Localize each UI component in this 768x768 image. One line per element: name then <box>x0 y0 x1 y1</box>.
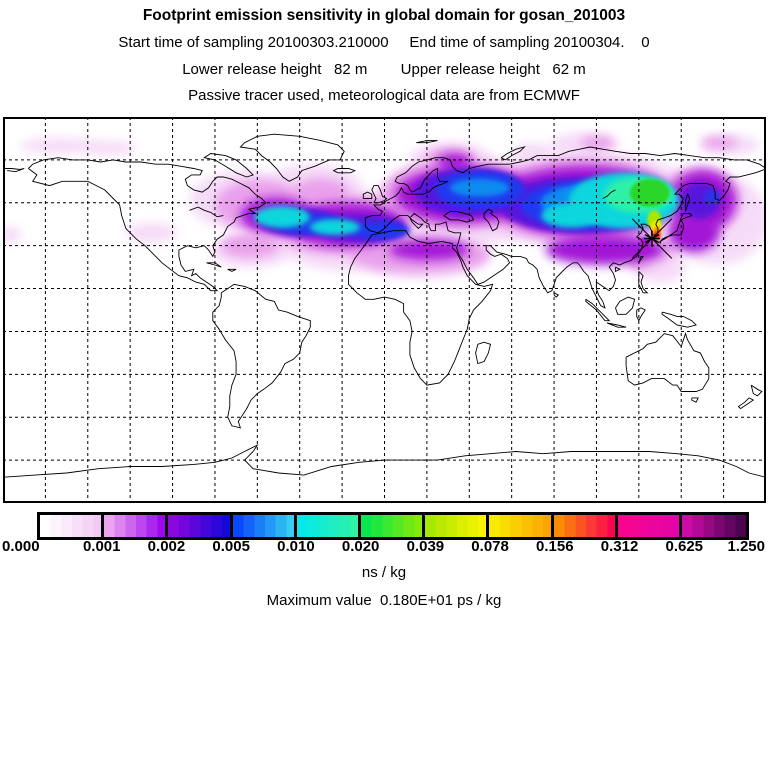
coastline-australia <box>625 332 710 392</box>
plume-blob <box>668 213 720 253</box>
coastline-greenland <box>239 133 345 182</box>
coastline-united-kingdom <box>371 185 388 204</box>
plume-blob <box>704 190 721 203</box>
coastline-chukotka-west <box>4 168 25 173</box>
colorbar-units-label: ns / kg <box>361 564 407 581</box>
colorbar-tick-label: 0.000 <box>2 538 40 555</box>
colorbar-segment <box>293 515 361 537</box>
plume-blob <box>4 227 23 243</box>
colorbar-segment <box>678 515 747 537</box>
coastline-iceland <box>332 168 356 174</box>
coastline-svalbard <box>416 140 438 144</box>
colorbar <box>37 512 749 540</box>
coastline-java <box>606 322 627 328</box>
plume-blob <box>580 135 617 150</box>
coastline-sulawesi <box>636 307 646 322</box>
colorbar-segment <box>357 515 426 537</box>
plume-blob <box>388 239 470 261</box>
coastline-cuba <box>206 262 222 268</box>
coastline-caspian-sea <box>483 208 500 232</box>
coastline-baffin-island <box>203 153 254 178</box>
coastline-philippines <box>638 271 649 294</box>
colorbar-segment <box>422 515 490 537</box>
colorbar-tick-label: 0.625 <box>665 538 704 555</box>
plume-blob <box>511 142 555 165</box>
colorbar-tick-label: 0.020 <box>341 538 380 555</box>
plume-blob <box>541 203 601 228</box>
coastline-new-guinea <box>661 311 697 328</box>
receptor-marker <box>631 218 673 259</box>
coastline-madagascar <box>475 341 492 365</box>
coastline-eurasia <box>364 146 765 309</box>
colorbar-tick-label: 0.039 <box>406 538 445 555</box>
colorbar-tick-label: 0.005 <box>212 538 250 555</box>
coastline-sakhalin <box>685 193 691 212</box>
coastline-new-zealand-north <box>750 384 763 397</box>
colorbar-tick-label: 0.078 <box>471 538 509 555</box>
colorbar-segment <box>229 515 297 537</box>
tracer-meteo-line: Passive tracer used, meteorological data… <box>188 87 580 104</box>
page-title: Footprint emission sensitivity in global… <box>142 7 626 24</box>
coastline-africa <box>348 230 494 386</box>
coastline-tasmania <box>691 397 699 403</box>
colorbar-tick-label: 0.156 <box>536 538 574 555</box>
coastline-north-america <box>28 157 267 292</box>
sampling-times-line: Start time of sampling 20100303.210000 E… <box>118 34 650 51</box>
coastline-new-zealand-south <box>737 397 755 410</box>
colorbar-tick-label: 0.010 <box>277 538 315 555</box>
colorbar-tick-label: 1.250 <box>727 538 765 555</box>
plume-blob <box>19 138 101 154</box>
coastline-japan <box>659 213 693 244</box>
map-svg <box>3 117 766 503</box>
coastline-antarctica <box>4 443 765 478</box>
colorbar-segment <box>165 515 233 537</box>
coastline-black-sea <box>443 210 475 223</box>
colorbar-segment <box>550 515 618 537</box>
coastline-sumatra <box>585 298 611 322</box>
coastline-south-america <box>212 283 311 429</box>
coastline-taiwan <box>638 255 644 264</box>
plume-blob <box>293 178 349 206</box>
plume-blob <box>309 219 360 235</box>
map-border <box>3 117 766 503</box>
colorbar-segment <box>101 515 169 537</box>
plume-blob <box>437 153 472 171</box>
release-heights-line: Lower release height 82 m Upper release … <box>182 61 586 78</box>
plume-blob <box>629 178 670 207</box>
plume-blob <box>253 205 310 228</box>
plume-blob <box>85 141 137 156</box>
max-value-label: Maximum value 0.180E+01 ps / kg <box>266 592 502 609</box>
plume-blob <box>701 136 738 149</box>
coastline-novaya-zemlya <box>500 146 526 161</box>
coastline-great-lakes <box>189 206 224 218</box>
coastline-hainan <box>615 266 621 273</box>
colorbar-tick-label: 0.002 <box>147 538 186 555</box>
colorbar-segment <box>486 515 554 537</box>
coastline-borneo <box>615 296 636 315</box>
colorbar-tick-label: 0.312 <box>600 538 639 555</box>
coastline-ireland <box>362 191 373 199</box>
coastline-sri-lanka <box>553 292 560 298</box>
plume-blob <box>450 178 510 197</box>
colorbar-segment <box>614 515 682 537</box>
plume-blob <box>125 222 177 243</box>
colorbar-tick-label: 0.001 <box>82 538 121 555</box>
coastline-lake-baikal <box>602 189 616 199</box>
coastline-hispaniola <box>227 268 237 272</box>
colorbar-segment <box>40 515 105 537</box>
